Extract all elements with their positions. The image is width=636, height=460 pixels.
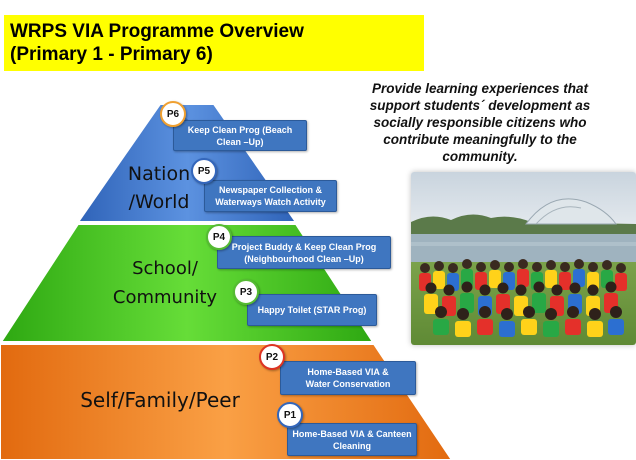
tier-label-line: /World [128, 191, 190, 213]
badge-p4: P4 [206, 224, 232, 250]
badge-p2: P2 [259, 344, 285, 370]
mission-statement: Provide learning experiences that suppor… [330, 80, 630, 165]
programme-box-p1: Home-Based VIA & Canteen Cleaning [287, 423, 417, 456]
tier-label-line: Self/Family/Peer [80, 388, 240, 412]
programme-text: Keep Clean Prog (Beach [187, 124, 293, 135]
mission-line: socially responsible citizens who [373, 115, 587, 130]
programme-text: Happy Toilet (STAR Prog) [257, 305, 367, 315]
programme-text: Water Conservation [305, 379, 391, 389]
group-photo [411, 172, 636, 345]
tier-label-self-family-peer: Self/Family/Peer [50, 387, 270, 413]
programme-box-p3: Happy Toilet (STAR Prog) [247, 294, 377, 326]
programme-text: Newspaper Collection & [218, 185, 323, 195]
programme-text: Home-Based VIA & [307, 367, 389, 377]
tier-label-line: School/ [132, 258, 198, 279]
badge-p3: P3 [233, 279, 259, 305]
mission-line: Provide learning experiences that [371, 81, 589, 96]
page-title: WRPS VIA Programme Overview [10, 21, 304, 42]
tier-label-school-community: School/ Community [90, 254, 240, 312]
programme-text: Clean –Up) [216, 136, 264, 147]
programme-text: Waterways Watch Activity [215, 197, 326, 207]
mission-line: community. [442, 149, 518, 164]
mission-line: contribute meaningfully to the [383, 132, 577, 147]
programme-text: Home-Based VIA & Canteen [292, 428, 412, 439]
tier-label-line: Nation [127, 163, 191, 185]
title-banner: WRPS VIA Programme Overview (Primary 1 -… [4, 15, 424, 71]
badge-p6: P6 [160, 101, 186, 127]
programme-box-p2: Home-Based VIA & Water Conservation [280, 361, 416, 395]
badge-p1: P1 [277, 402, 303, 428]
programme-box-p5: Newspaper Collection & Waterways Watch A… [204, 180, 337, 212]
page-subtitle: (Primary 1 - Primary 6) [10, 44, 213, 65]
mission-line: support students´ development as [369, 98, 591, 113]
group-photo-image [411, 172, 636, 345]
tier-label-nation-world: Nation /World [114, 160, 204, 216]
tier-label-line: Community [112, 287, 218, 308]
badge-p5: P5 [191, 158, 217, 184]
programme-box-p6: Keep Clean Prog (Beach Clean –Up) [173, 120, 307, 151]
programme-box-p4: Project Buddy & Keep Clean Prog (Neighbo… [217, 236, 391, 269]
programme-text: (Neighbourhood Clean –Up) [244, 253, 364, 264]
programme-text: Project Buddy & Keep Clean Prog [231, 241, 377, 252]
programme-text: Cleaning [332, 440, 371, 451]
